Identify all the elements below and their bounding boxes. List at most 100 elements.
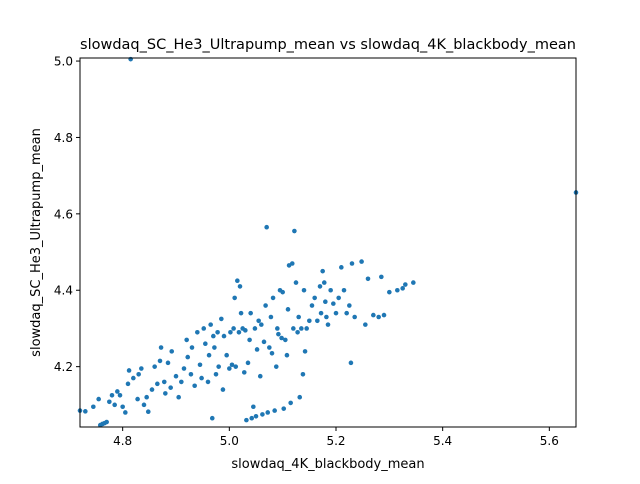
data-point xyxy=(261,339,267,345)
data-point xyxy=(115,389,120,394)
data-point xyxy=(381,312,387,318)
data-point xyxy=(323,299,328,305)
data-point xyxy=(209,415,215,421)
data-point xyxy=(96,396,101,402)
data-point xyxy=(144,394,149,400)
data-point xyxy=(359,259,364,264)
data-point xyxy=(203,341,208,347)
data-point xyxy=(289,261,295,266)
data-point xyxy=(279,335,284,341)
data-point xyxy=(312,295,317,301)
data-point xyxy=(267,345,272,350)
data-point xyxy=(299,326,304,331)
data-point xyxy=(324,314,329,320)
data-point xyxy=(302,349,308,354)
data-point xyxy=(232,295,237,301)
data-point xyxy=(400,286,405,291)
y-tick-label: 4.8 xyxy=(54,131,73,145)
data-point xyxy=(257,373,263,379)
data-point xyxy=(395,287,400,293)
data-point xyxy=(219,316,224,322)
data-point xyxy=(165,360,171,366)
data-point xyxy=(379,274,384,280)
data-point xyxy=(131,375,136,381)
data-point xyxy=(117,393,123,398)
data-point xyxy=(263,303,268,308)
data-point xyxy=(300,371,306,377)
data-point xyxy=(192,383,197,389)
data-point xyxy=(318,310,324,316)
data-point xyxy=(83,409,88,414)
data-point xyxy=(252,326,258,331)
data-point xyxy=(221,333,227,339)
x-tick-label: 4.8 xyxy=(113,434,132,448)
data-point xyxy=(136,371,141,377)
data-point xyxy=(293,280,299,285)
y-tick-label: 5.0 xyxy=(54,55,73,69)
data-point xyxy=(268,314,274,320)
data-point xyxy=(228,329,233,335)
data-point xyxy=(272,408,277,413)
data-point xyxy=(363,322,368,327)
data-point xyxy=(349,261,355,266)
data-point xyxy=(163,391,168,396)
data-point xyxy=(247,337,252,343)
data-point xyxy=(347,303,352,308)
data-point xyxy=(376,314,381,320)
data-point xyxy=(233,364,239,369)
data-point xyxy=(259,322,264,327)
data-point xyxy=(281,406,287,411)
x-tick-label: 5.4 xyxy=(433,434,452,448)
data-point xyxy=(155,381,160,387)
data-point xyxy=(181,366,187,371)
data-point xyxy=(275,326,280,331)
plot-frame xyxy=(79,57,577,428)
data-point xyxy=(199,375,204,381)
data-point xyxy=(352,314,357,320)
data-point xyxy=(321,280,327,285)
data-point xyxy=(339,265,344,270)
data-point xyxy=(328,287,333,293)
data-point xyxy=(109,393,115,398)
data-point xyxy=(227,366,232,371)
data-point xyxy=(320,268,325,274)
data-point xyxy=(273,364,279,369)
data-point xyxy=(179,379,184,385)
data-point xyxy=(205,379,211,385)
data-point xyxy=(254,347,260,352)
y-tick-label: 4.4 xyxy=(54,284,73,298)
chart-title: slowdaq_SC_He3_Ultrapump_mean vs slowdaq… xyxy=(80,37,576,53)
data-point xyxy=(241,370,247,375)
data-point xyxy=(216,364,221,369)
data-point xyxy=(231,326,236,331)
data-point xyxy=(185,354,191,360)
data-point xyxy=(256,318,261,324)
data-point xyxy=(292,228,297,234)
data-point xyxy=(152,364,157,369)
data-point xyxy=(145,409,151,415)
data-point xyxy=(371,312,376,318)
data-point xyxy=(348,360,354,366)
data-point xyxy=(325,322,331,327)
data-point xyxy=(245,360,251,366)
data-points xyxy=(77,56,579,428)
data-point xyxy=(215,329,220,335)
data-point xyxy=(135,396,140,402)
data-point xyxy=(120,404,125,410)
data-point xyxy=(315,318,320,324)
data-point xyxy=(104,419,109,425)
data-point xyxy=(206,352,212,358)
data-point xyxy=(249,415,255,421)
data-point xyxy=(212,345,217,350)
data-point xyxy=(285,307,291,312)
data-point xyxy=(295,329,300,335)
data-point xyxy=(291,326,296,331)
data-point xyxy=(195,329,200,335)
data-point xyxy=(288,400,293,406)
data-point xyxy=(269,350,275,356)
data-point xyxy=(173,373,179,379)
data-point xyxy=(189,345,195,350)
x-axis-ticks: 4.8 5.0 5.2 5.4 5.6 xyxy=(113,427,559,448)
